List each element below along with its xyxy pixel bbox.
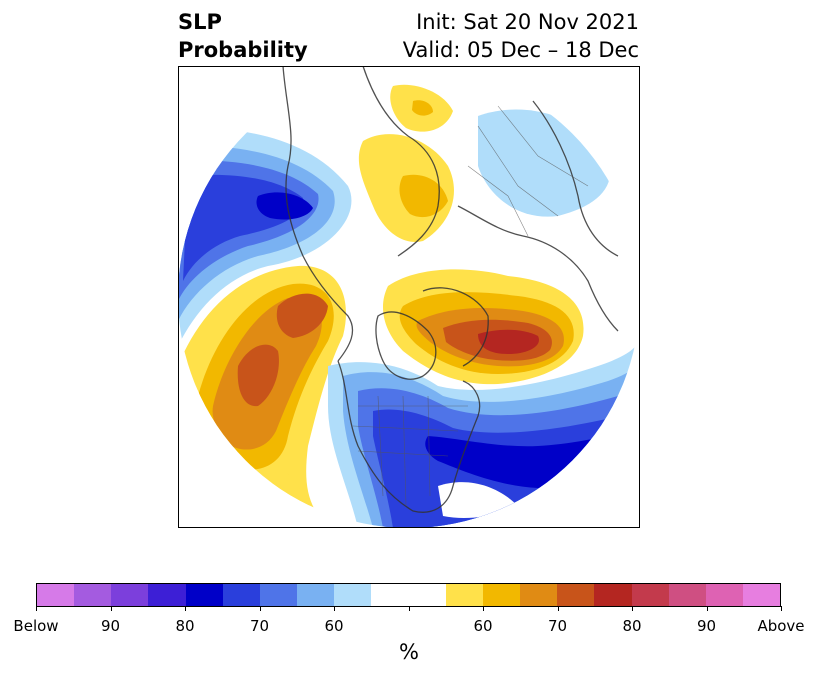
probability-map — [178, 65, 640, 528]
colorbar-tick-mark — [185, 606, 186, 611]
colorbar-cell — [705, 584, 743, 606]
colorbar-cell — [111, 584, 149, 606]
title-line-1: SLP — [178, 10, 222, 34]
colorbar-cell — [631, 584, 669, 606]
colorbar-tick-label: 60 — [473, 617, 493, 635]
colorbar-cell — [37, 584, 75, 606]
colorbar-cell — [148, 584, 186, 606]
colorbar-cell — [297, 584, 335, 606]
coastlines — [282, 65, 619, 513]
colorbar-cell — [445, 584, 483, 606]
colorbar-cell — [185, 584, 223, 606]
colorbar-tick-mark — [36, 606, 37, 611]
colorbar-tick-label: 90 — [696, 617, 717, 635]
colorbar-cell — [222, 584, 260, 606]
colorbar-tick-label: 80 — [622, 617, 642, 635]
colorbar-tick-mark — [334, 606, 335, 611]
colorbar-tick-mark — [632, 606, 633, 611]
probability-colorbar — [36, 583, 781, 607]
colorbar-cell — [668, 584, 706, 606]
colorbar-cell — [482, 584, 521, 606]
colorbar-tick-label: 90 — [100, 617, 121, 635]
valid-range: Valid: 05 Dec – 18 Dec — [402, 38, 639, 62]
colorbar-tick-label: 70 — [249, 617, 270, 635]
title-line-2: Probability — [178, 38, 308, 62]
map-title: SLP Probability — [178, 8, 308, 64]
colorbar-cell — [74, 584, 112, 606]
colorbar-cell — [742, 584, 781, 606]
colorbar-tick-label: 70 — [547, 617, 568, 635]
colorbar-cell — [334, 584, 372, 606]
colorbar-cell — [520, 584, 558, 606]
probability-shading — [178, 84, 640, 528]
colorbar-tick-mark — [110, 606, 112, 611]
colorbar-tick-label: 60 — [324, 617, 344, 635]
colorbar-tick-label: 80 — [175, 617, 195, 635]
country-borders — [352, 105, 589, 507]
colorbar-tick-mark — [483, 606, 484, 611]
colorbar-tick-mark — [706, 606, 708, 611]
colorbar-tick-mark — [408, 606, 410, 611]
colorbar-cell — [371, 584, 409, 606]
unit-label: % — [399, 640, 419, 664]
colorbar-tick-label: Above — [757, 617, 805, 635]
colorbar-cell — [408, 584, 446, 606]
date-info: Init: Sat 20 Nov 2021 Valid: 05 Dec – 18… — [403, 8, 639, 64]
init-date: Init: Sat 20 Nov 2021 — [416, 10, 639, 34]
colorbar-cell — [557, 584, 595, 606]
colorbar-tick-label: Below — [13, 617, 59, 635]
colorbar-cell — [259, 584, 298, 606]
colorbar-tick-mark — [781, 606, 782, 611]
colorbar-tick-mark — [557, 606, 559, 611]
colorbar-cell — [594, 584, 632, 606]
colorbar-tick-mark — [259, 606, 261, 611]
